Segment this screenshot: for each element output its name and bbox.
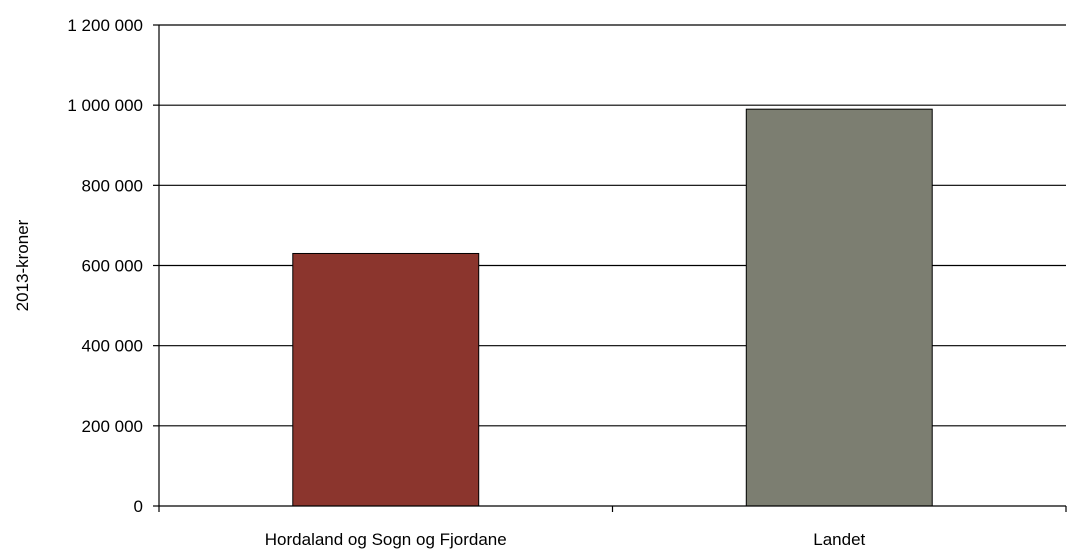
- x-tick-label: Landet: [813, 530, 865, 549]
- axes: [153, 24, 1067, 512]
- y-tick-label: 1 200 000: [67, 16, 143, 35]
- y-tick-label: 600 000: [82, 257, 143, 276]
- x-tick-labels: Hordaland og Sogn og Fjordane Landet: [265, 530, 866, 549]
- y-tick-label: 200 000: [82, 417, 143, 436]
- y-tick-label: 400 000: [82, 337, 143, 356]
- y-tick-label: 0: [134, 497, 143, 516]
- bars: [292, 108, 933, 507]
- y-axis-title: 2013-kroner: [13, 219, 32, 311]
- y-tick-labels: 0 200 000 400 000 600 000 800 000 1 000 000 1 …: [67, 16, 143, 516]
- bar-2: [745, 108, 933, 507]
- x-tick-label: Hordaland og Sogn og Fjordane: [265, 530, 507, 549]
- bar-1: [292, 252, 480, 507]
- y-tick-label: 1 000 000: [67, 96, 143, 115]
- y-tick-label: 800 000: [82, 176, 143, 195]
